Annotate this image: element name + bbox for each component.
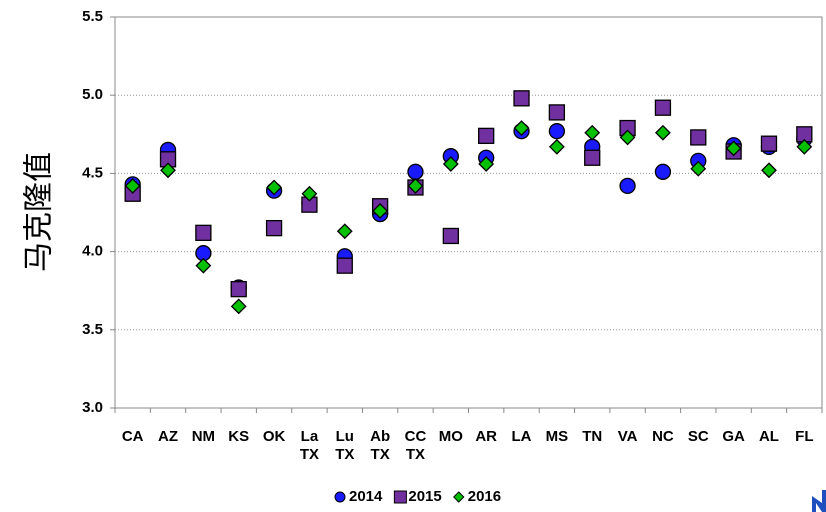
diamond-marker — [655, 124, 671, 141]
legend-label: 2014 — [349, 488, 383, 505]
diamond-marker — [336, 223, 353, 240]
diamond-marker — [372, 203, 389, 219]
legend-square — [393, 490, 407, 504]
plot-frame — [114, 16, 823, 409]
x-tick-label: CC TX — [405, 428, 427, 463]
x-tick-label: La TX — [300, 428, 319, 463]
legend-diamond — [453, 491, 465, 503]
x-tick-label: GA — [722, 428, 745, 445]
diamond-marker — [584, 124, 601, 141]
diamond-marker — [195, 257, 212, 274]
diamond-marker — [266, 179, 282, 196]
square-marker — [336, 257, 353, 274]
legend-circle — [334, 491, 346, 503]
y-tick-label: 3.0 — [82, 399, 103, 416]
square-marker — [265, 219, 283, 237]
x-tick-label: AR — [475, 428, 497, 445]
legend-label: 2015 — [408, 488, 441, 505]
y-tick-label: 5.5 — [82, 8, 103, 25]
y-tick-label: 4.0 — [82, 243, 103, 260]
diamond-marker — [160, 162, 176, 179]
x-tick-label: NC — [652, 428, 674, 445]
x-tick-label: VA — [618, 428, 638, 445]
y-axis-label: 马克隆值 — [22, 152, 57, 272]
square-marker — [654, 99, 672, 116]
x-tick-label: MS — [546, 428, 569, 445]
circle-marker — [654, 163, 672, 180]
circle-marker — [619, 177, 636, 195]
circle-marker — [548, 123, 566, 140]
y-tick-label: 4.5 — [82, 164, 103, 181]
x-tick-label: Lu TX — [335, 428, 354, 463]
y-tick-label: 3.5 — [82, 321, 103, 338]
square-marker — [442, 227, 459, 245]
diamond-marker — [442, 156, 459, 172]
x-tick-label: OK — [263, 428, 286, 445]
y-tick-label: 5.0 — [82, 86, 103, 103]
diamond-marker — [478, 156, 495, 172]
square-marker — [760, 135, 778, 152]
square-marker — [548, 104, 566, 121]
square-marker — [195, 224, 212, 241]
x-tick-label: SC — [688, 428, 709, 445]
diamond-marker — [690, 160, 707, 177]
x-tick-label: CA — [122, 428, 144, 445]
diamond-marker — [407, 177, 424, 194]
diamond-marker — [548, 138, 565, 155]
x-tick-label: NM — [192, 428, 215, 445]
diamond-marker — [796, 138, 813, 155]
square-marker — [513, 90, 530, 107]
diamond-marker — [619, 129, 636, 146]
legend-label: 2016 — [468, 488, 501, 505]
square-marker — [230, 280, 247, 298]
x-tick-label: MO — [439, 428, 463, 445]
square-marker — [584, 149, 601, 166]
x-tick-label: LA — [512, 428, 532, 445]
logo-fragment — [812, 490, 826, 512]
x-tick-label: AL — [759, 428, 779, 445]
diamond-marker — [301, 185, 318, 202]
x-tick-label: Ab TX — [370, 428, 390, 463]
diamond-marker — [230, 298, 247, 315]
diamond-marker — [513, 120, 530, 136]
diamond-marker — [761, 162, 777, 179]
square-marker — [478, 127, 495, 145]
x-tick-label: FL — [795, 428, 813, 445]
diamond-marker — [124, 177, 141, 194]
x-tick-label: AZ — [158, 428, 178, 445]
x-tick-label: TN — [582, 428, 602, 445]
square-marker — [690, 129, 707, 146]
diamond-marker — [725, 140, 742, 157]
circle-marker — [407, 163, 424, 180]
x-tick-label: KS — [228, 428, 249, 445]
